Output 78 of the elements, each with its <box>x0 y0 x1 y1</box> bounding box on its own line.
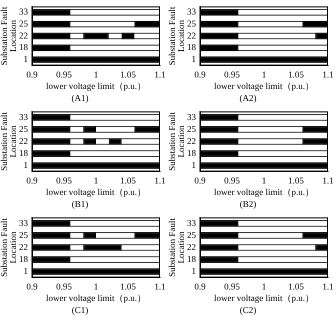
x-tick-label: 0.95 <box>56 281 72 292</box>
y-tick-label: 1 <box>24 266 28 276</box>
x-tick-label: 1 <box>262 281 266 292</box>
x-tick-label: 1 <box>94 69 98 80</box>
y-tick-label: 33 <box>19 6 28 17</box>
x-axis-title: lower voltage limit（p.u.） <box>46 187 146 198</box>
text: (A2) <box>240 92 256 103</box>
text: (B2) <box>240 198 256 209</box>
x-tick-label: 1.05 <box>120 281 136 292</box>
x-tick-label: 0.9 <box>26 69 38 80</box>
y-axis-title: Substation Fault Location <box>166 112 186 171</box>
y-axis-title: Substation Fault Location <box>0 218 18 277</box>
x-tick-label: 0.9 <box>26 281 38 292</box>
y-tick-label: 18 <box>19 148 28 158</box>
x-tick-label: 1.05 <box>288 175 304 186</box>
x-tick-label: 1 <box>94 175 98 186</box>
y-axis-title: Substation Fault Location <box>0 6 18 66</box>
x-tick-label: 1.1 <box>154 175 166 186</box>
y-tick-label: 33 <box>187 218 196 228</box>
x-axis-title: lower voltage limit（p.u.） <box>214 293 314 304</box>
text: (C2) <box>240 304 256 315</box>
x-tick-label: 0.9 <box>194 69 206 80</box>
y-tick-label: 25 <box>187 124 196 134</box>
text: (C1) <box>72 304 88 315</box>
y-tick-label: 25 <box>19 18 28 29</box>
x-tick-label: 1.1 <box>154 281 166 292</box>
y-axis-title: Substation Fault Location <box>166 218 186 277</box>
x-tick-label: 0.9 <box>26 175 38 186</box>
y-tick-label: 18 <box>187 42 196 52</box>
y-tick-label: 18 <box>187 254 196 264</box>
x-tick-label: 1 <box>262 69 266 80</box>
y-tick-label: 22 <box>19 136 28 146</box>
x-axis-title: lower voltage limit（p.u.） <box>214 81 314 92</box>
y-tick-label: 22 <box>19 30 28 40</box>
y-tick-label: 33 <box>187 112 196 122</box>
y-tick-label: 18 <box>187 148 196 158</box>
x-tick-label: 0.9 <box>194 281 206 292</box>
x-tick-label: 0.9 <box>194 175 206 186</box>
y-axis-title: Substation Fault Location <box>166 6 186 66</box>
x-axis-title: lower voltage limit（p.u.） <box>46 293 146 304</box>
y-tick-label: 1 <box>24 160 28 170</box>
x-tick-label: 1 <box>94 281 98 292</box>
y-tick-label: 25 <box>187 230 196 240</box>
y-tick-label: 1 <box>192 54 196 64</box>
x-tick-label: 1.1 <box>154 69 166 80</box>
x-tick-label: 0.95 <box>56 69 72 80</box>
x-axis-title: lower voltage limit（p.u.） <box>46 81 146 92</box>
y-tick-label: 1 <box>24 54 28 64</box>
x-tick-label: 1.05 <box>288 69 304 80</box>
y-axis-title: Substation Fault Location <box>0 112 18 171</box>
x-tick-label: 0.95 <box>224 175 240 186</box>
y-tick-label: 33 <box>19 112 28 122</box>
x-tick-label: 0.95 <box>224 281 240 292</box>
y-tick-label: 25 <box>19 230 28 240</box>
y-tick-label: 22 <box>187 136 196 146</box>
y-tick-label: 25 <box>187 18 196 29</box>
x-tick-label: 0.95 <box>56 175 72 186</box>
x-axis-title: lower voltage limit（p.u.） <box>214 187 314 198</box>
y-tick-label: 22 <box>19 242 28 252</box>
y-tick-label: 22 <box>187 30 196 40</box>
y-tick-label: 33 <box>187 6 196 17</box>
y-tick-label: 25 <box>19 124 28 134</box>
x-tick-label: 1.05 <box>288 281 304 292</box>
x-tick-label: 0.95 <box>224 69 240 80</box>
y-tick-label: 1 <box>192 266 196 276</box>
x-tick-label: 1 <box>262 175 266 186</box>
x-tick-label: 1.1 <box>322 69 334 80</box>
y-tick-label: 18 <box>19 42 28 52</box>
x-tick-label: 1.1 <box>322 281 334 292</box>
y-tick-label: 33 <box>19 218 28 228</box>
text: (B1) <box>72 198 88 209</box>
x-tick-label: 1.05 <box>120 175 136 186</box>
text: (A1) <box>72 92 88 103</box>
y-tick-label: 22 <box>187 242 196 252</box>
y-tick-label: 18 <box>19 254 28 264</box>
y-tick-label: 1 <box>192 160 196 170</box>
x-tick-label: 1.1 <box>322 175 334 186</box>
x-tick-label: 1.05 <box>120 69 136 80</box>
